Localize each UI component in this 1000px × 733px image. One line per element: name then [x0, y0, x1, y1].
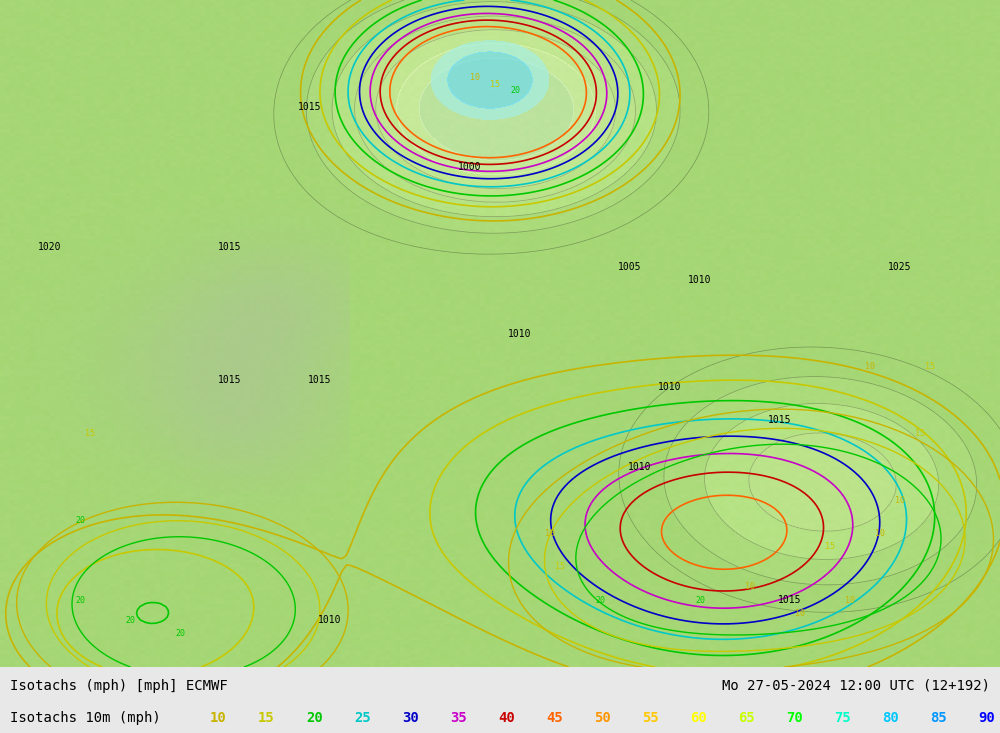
Text: 1010: 1010: [508, 328, 532, 339]
Text: 15: 15: [555, 562, 565, 572]
Text: 10: 10: [845, 596, 855, 605]
Text: 1020: 1020: [38, 242, 62, 252]
Text: 85: 85: [930, 712, 947, 726]
Text: 20: 20: [75, 596, 85, 605]
Text: 20: 20: [595, 596, 605, 605]
Text: 50: 50: [594, 712, 611, 726]
Text: 1005: 1005: [618, 262, 642, 272]
Text: 10: 10: [865, 362, 875, 372]
Text: 45: 45: [546, 712, 563, 726]
Text: 20: 20: [306, 712, 323, 726]
Text: 20: 20: [510, 86, 520, 95]
Text: 75: 75: [834, 712, 851, 726]
Text: 40: 40: [498, 712, 515, 726]
Text: 10: 10: [745, 583, 755, 592]
Text: 1010: 1010: [628, 462, 652, 472]
Text: 15: 15: [825, 542, 835, 551]
Text: 20: 20: [175, 629, 185, 638]
Text: 10: 10: [210, 712, 227, 726]
Text: 15: 15: [925, 362, 935, 372]
Text: 1015: 1015: [768, 415, 792, 425]
Text: 1025: 1025: [888, 262, 912, 272]
Text: 90: 90: [978, 712, 995, 726]
Text: Isotachs 10m (mph): Isotachs 10m (mph): [10, 712, 161, 726]
Text: 10: 10: [875, 529, 885, 538]
Text: 1015: 1015: [298, 102, 322, 111]
Text: 80: 80: [882, 712, 899, 726]
Text: 10: 10: [545, 529, 555, 538]
Text: 15: 15: [490, 80, 500, 89]
Text: 15: 15: [258, 712, 275, 726]
Text: 1010: 1010: [318, 615, 342, 625]
Text: 1015: 1015: [778, 595, 802, 605]
Text: 10: 10: [470, 73, 480, 82]
Text: 10: 10: [895, 496, 905, 505]
Text: 60: 60: [690, 712, 707, 726]
Text: 55: 55: [642, 712, 659, 726]
Text: 25: 25: [354, 712, 371, 726]
Text: Mo 27-05-2024 12:00 UTC (12+192): Mo 27-05-2024 12:00 UTC (12+192): [722, 679, 990, 693]
Text: 20: 20: [75, 516, 85, 525]
Text: 1010: 1010: [658, 382, 682, 392]
Text: 20: 20: [695, 596, 705, 605]
Text: 20: 20: [125, 616, 135, 625]
Text: 1000: 1000: [458, 162, 482, 172]
Text: Isotachs (mph) [mph] ECMWF: Isotachs (mph) [mph] ECMWF: [10, 679, 228, 693]
Text: 15: 15: [85, 429, 95, 438]
Text: 30: 30: [402, 712, 419, 726]
Text: 65: 65: [738, 712, 755, 726]
Text: 1015: 1015: [308, 375, 332, 386]
Text: 70: 70: [786, 712, 803, 726]
Text: 10: 10: [795, 609, 805, 618]
Text: 1015: 1015: [218, 375, 242, 386]
Text: 35: 35: [450, 712, 467, 726]
Text: 15: 15: [915, 429, 925, 438]
Text: 1010: 1010: [688, 275, 712, 285]
Text: 1015: 1015: [218, 242, 242, 252]
